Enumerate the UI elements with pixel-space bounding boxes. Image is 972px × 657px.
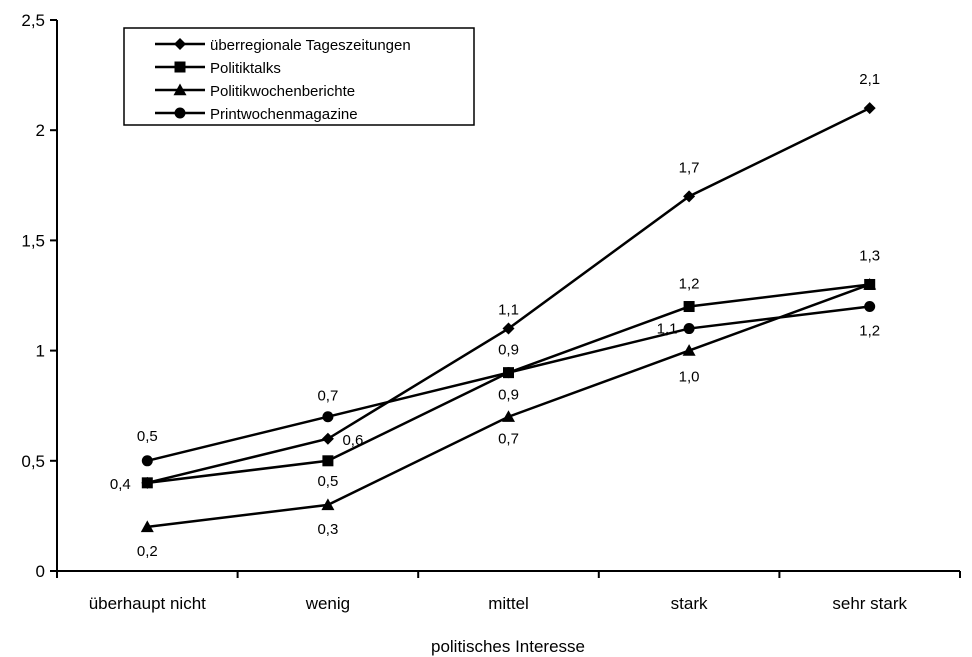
legend-item: überregionale Tageszeitungen xyxy=(155,37,411,54)
legend: überregionale Tageszeitungen Politiktalks… xyxy=(123,27,475,126)
series-4 xyxy=(141,301,876,467)
y-tick-label: 0,5 xyxy=(21,452,45,471)
data-label: 1,0 xyxy=(679,369,700,386)
data-label: 0,3 xyxy=(317,521,338,538)
data-label: 1,1 xyxy=(498,302,519,319)
y-tick-label: 2,5 xyxy=(21,11,45,30)
data-label: 0,9 xyxy=(498,342,519,359)
x-category-label: überhaupt nicht xyxy=(89,594,206,613)
x-category-label: wenig xyxy=(305,594,350,613)
legend-label: Politikwochenberichte xyxy=(210,83,355,100)
y-tick-label: 0 xyxy=(36,562,45,581)
series-lines xyxy=(140,102,877,533)
y-tick-label: 1 xyxy=(36,342,45,361)
data-label: 0,6 xyxy=(342,432,363,449)
legend-item: Politiktalks xyxy=(155,60,281,77)
data-point-square xyxy=(141,477,153,489)
data-point-triangle xyxy=(682,344,696,356)
data-label: 1,7 xyxy=(679,159,700,176)
data-label: 2,1 xyxy=(859,71,880,88)
data-point-triangle xyxy=(321,498,335,511)
data-label: 0,2 xyxy=(137,543,158,560)
data-point-square xyxy=(683,301,695,313)
legend-label: Printwochenmagazine xyxy=(210,106,358,123)
x-category-label: mittel xyxy=(488,594,529,613)
data-point-triangle xyxy=(173,83,187,96)
legend-item: Politikwochenberichte xyxy=(155,83,355,100)
data-point-circle xyxy=(322,411,334,423)
data-point-triangle xyxy=(863,277,877,290)
data-point-diamond xyxy=(863,102,876,115)
series-line xyxy=(147,107,871,485)
data-point-square xyxy=(174,61,186,73)
data-point-circle xyxy=(141,455,153,467)
data-label: 0,7 xyxy=(498,431,519,448)
data-point-diamond xyxy=(174,38,186,50)
data-label: 1,3 xyxy=(859,247,880,264)
data-point-circle xyxy=(864,301,876,313)
data-point-triangle xyxy=(502,410,515,422)
data-point-circle xyxy=(503,367,514,379)
data-labels: 0,4 0,6 1,1 1,7 2,1 0,5 0,9 1,2 1,3 0,2 0,3 0,7 1,0 0… xyxy=(110,71,880,560)
legend-label: Politiktalks xyxy=(210,60,281,77)
data-point-diamond xyxy=(321,432,334,445)
x-axis-title: politisches Interesse xyxy=(431,637,585,656)
data-point-circle xyxy=(174,107,186,119)
data-label: 0,4 xyxy=(110,476,131,493)
legend-label: überregionale Tageszeitungen xyxy=(210,37,411,54)
data-label: 0,7 xyxy=(317,388,338,405)
axes: 0 0,5 1 1,5 2 2,5 überhaupt nicht wenig mittel st… xyxy=(21,11,961,613)
data-point-diamond xyxy=(683,190,696,203)
x-category-label: sehr stark xyxy=(832,594,907,613)
data-label: 0,9 xyxy=(498,387,519,404)
series-3 xyxy=(140,277,877,533)
x-category-label: stark xyxy=(671,594,708,613)
data-label: 1,2 xyxy=(859,323,880,340)
data-point-circle xyxy=(683,323,695,335)
data-point-triangle xyxy=(140,520,154,533)
data-label: 1,2 xyxy=(679,276,700,293)
data-point-square xyxy=(322,455,334,467)
y-tick-label: 2 xyxy=(36,121,45,140)
data-point-diamond xyxy=(502,322,515,335)
legend-item: Printwochenmagazine xyxy=(155,106,358,123)
data-label: 1,1 xyxy=(657,321,678,338)
y-tick-label: 1,5 xyxy=(21,231,45,250)
data-label: 0,5 xyxy=(317,473,338,490)
data-label: 0,5 xyxy=(137,428,158,445)
